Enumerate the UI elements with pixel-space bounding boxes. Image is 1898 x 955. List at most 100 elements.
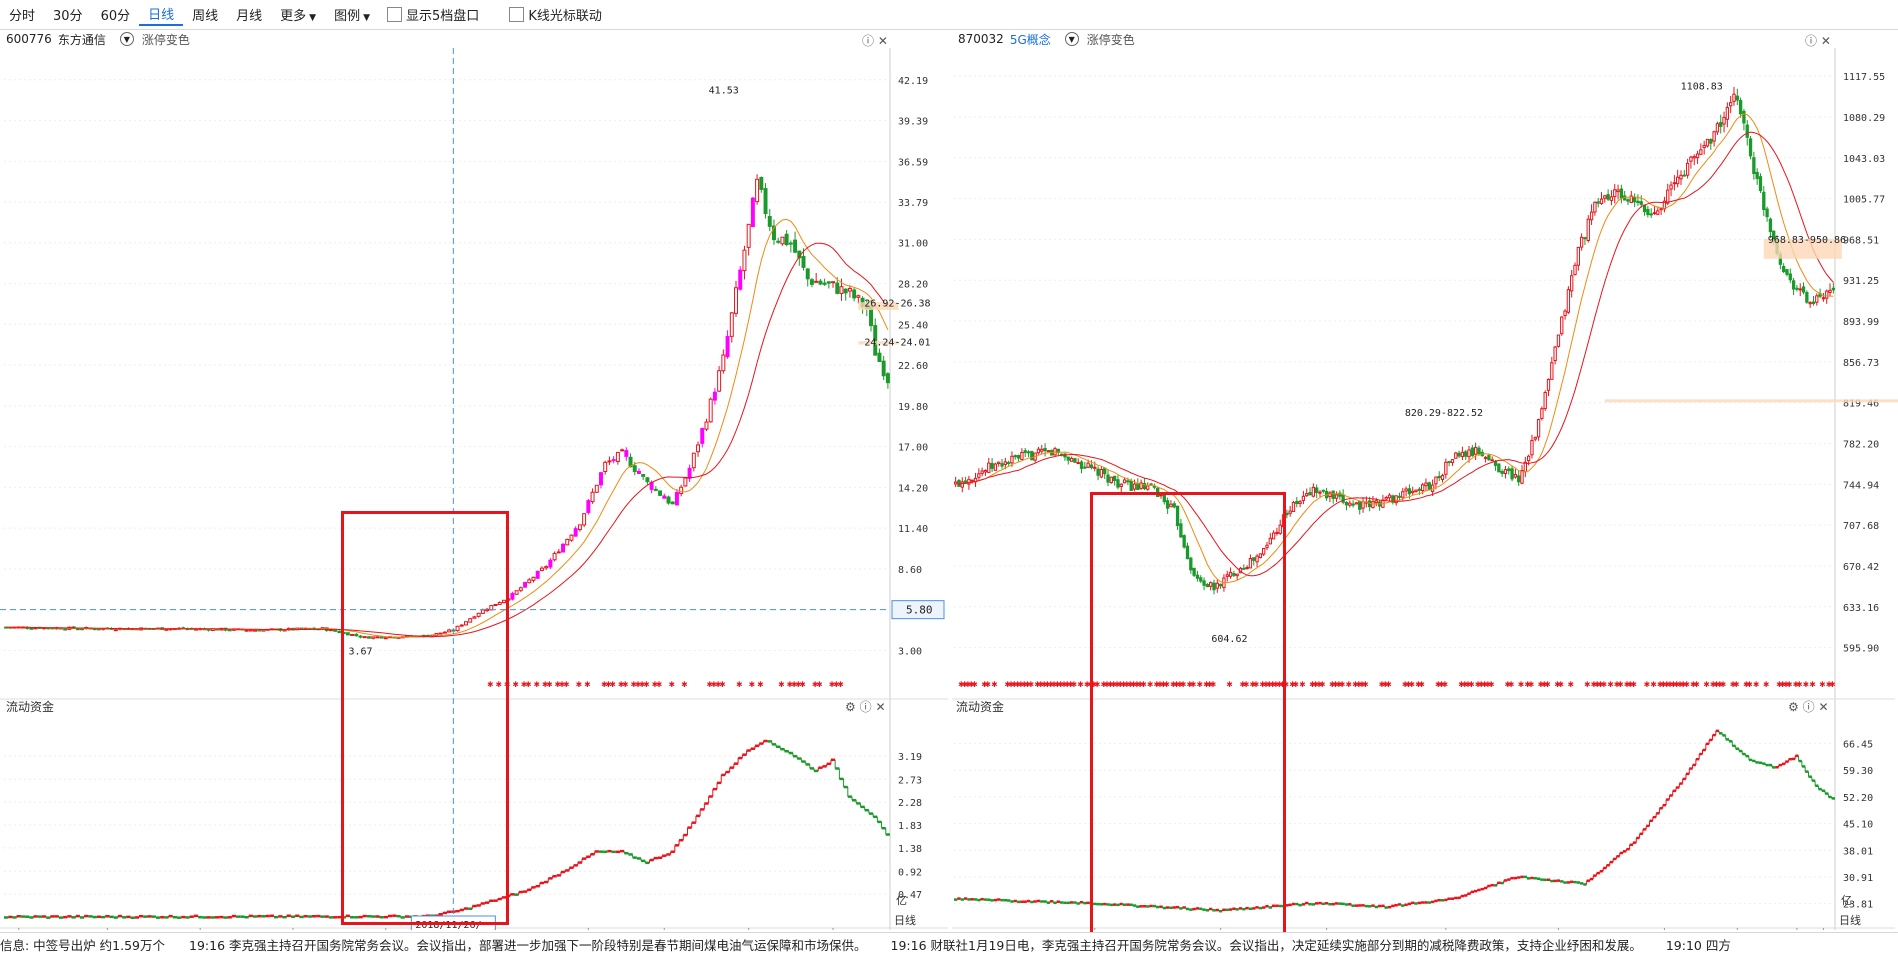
tab-60min[interactable]: 60分: [100, 9, 131, 24]
candle: [620, 449, 625, 452]
help-icon[interactable]: ⓘ: [859, 700, 872, 714]
signal-marker: ✱: [1253, 679, 1259, 690]
candle: [1550, 362, 1554, 380]
candle: [1295, 501, 1299, 505]
signal-marker: ✱: [707, 679, 713, 690]
dropdown-icon[interactable]: ▼: [1064, 32, 1079, 46]
signal-marker: ✱: [669, 679, 675, 690]
help-icon[interactable]: ⓘ: [862, 34, 875, 48]
candle: [1093, 466, 1097, 469]
tab-monthly[interactable]: 月线: [236, 9, 263, 24]
signal-marker: ✱: [1591, 679, 1597, 690]
signal-marker: ✱: [1601, 679, 1607, 690]
sub-y-tick-label: 0.47: [898, 890, 922, 901]
close-icon[interactable]: ✕: [1818, 700, 1829, 714]
settings-icon[interactable]: ⚙: [1788, 700, 1799, 714]
moving-average-line: [955, 131, 1834, 577]
candle: [383, 637, 388, 640]
candle: [839, 286, 844, 294]
signal-marker: ✱: [968, 679, 974, 690]
candle: [1715, 123, 1720, 133]
candle: [1725, 107, 1730, 120]
candle: [1318, 491, 1322, 494]
candle: [1136, 483, 1140, 491]
candle: [1407, 488, 1412, 495]
toolbar: 分时 30分 60分 日线 周线 月线 更多 ▼ 图例 ▼ 显示5档盘口 K线光标联…: [0, 0, 1898, 30]
candle: [1235, 573, 1239, 577]
candle: [1788, 273, 1792, 281]
settings-icon[interactable]: ⚙: [845, 700, 856, 714]
candle: [1242, 567, 1246, 570]
more-menu[interactable]: 更多 ▼: [271, 5, 325, 24]
signal-marker: ✱: [1091, 679, 1097, 690]
candle: [1262, 547, 1266, 555]
tab-30min[interactable]: 30分: [53, 9, 83, 24]
y-tick-label: 25.40: [898, 320, 928, 331]
candle: [565, 538, 570, 546]
sub-y-tick-label: 1.38: [898, 844, 922, 855]
signal-marker: ✱: [1409, 679, 1415, 690]
candle: [544, 566, 549, 569]
index-name[interactable]: 5G概念: [1009, 32, 1051, 47]
candle: [1719, 122, 1723, 127]
candle: [1298, 501, 1302, 504]
price-annotation: 820.29-822.52: [1405, 408, 1483, 419]
candle: [784, 233, 789, 246]
candle: [712, 391, 717, 401]
close-icon[interactable]: ✕: [877, 34, 888, 48]
limit-color-label[interactable]: 涨停变色: [141, 32, 190, 47]
signal-marker: ✱: [525, 679, 531, 690]
period-label: 日线: [1839, 913, 1861, 927]
ticker-msg-1[interactable]: 信息: 中签号出炉 约1.59万个: [0, 937, 165, 953]
candle: [1040, 448, 1044, 452]
candle: [1103, 467, 1107, 475]
signal-marker: ✱: [1614, 679, 1620, 690]
candle: [1199, 577, 1203, 582]
limit-color-label[interactable]: 涨停变色: [1086, 32, 1135, 47]
candle: [1500, 471, 1504, 474]
left-chart-svg[interactable]: 42.19 39.39 36.59 33.79 31.00 28.20 25.40 22.60…: [0, 30, 948, 930]
tab-fenshi[interactable]: 分时: [9, 9, 36, 24]
help-icon[interactable]: ⓘ: [1802, 700, 1815, 714]
signal-marker: ✱: [1793, 679, 1799, 690]
help-icon[interactable]: ⓘ: [1805, 34, 1818, 48]
sub-y-tick-label: 3.19: [898, 752, 922, 763]
signal-marker: ✱: [1250, 679, 1256, 690]
stock-name[interactable]: 东方通信: [57, 32, 106, 47]
candle: [1513, 474, 1518, 478]
ticker-msg-2[interactable]: 19:16 李克强主持召开国务院常务会议。会议指出，部署进一步加强下一阶段特别是…: [189, 937, 867, 953]
link-checkbox[interactable]: K线光标联动: [501, 5, 610, 24]
candle: [1387, 494, 1392, 499]
show5-checkbox[interactable]: 显示5档盘口: [379, 5, 487, 24]
right-main-icons: ⓘ ✕: [1805, 32, 1831, 49]
candle: [881, 360, 886, 377]
candle: [510, 593, 515, 600]
tab-weekly[interactable]: 周线: [192, 9, 219, 24]
candle: [662, 495, 667, 499]
caret-down-icon: ▼: [309, 13, 317, 23]
sub-y-tick-label: 38.01: [1843, 846, 1873, 857]
candle: [1536, 419, 1541, 438]
price-annotation: 968.83-950.86: [1768, 235, 1846, 246]
signal-marker: ✱: [757, 679, 763, 690]
right-chart-svg[interactable]: 1117.55 1080.29 1043.03 1005.77 968.51 931.25…: [952, 30, 1898, 930]
legend-menu[interactable]: 图例 ▼: [325, 5, 379, 24]
candle: [1434, 476, 1438, 485]
signal-marker: ✱: [1180, 679, 1186, 690]
candle: [1315, 487, 1319, 494]
candle: [653, 488, 658, 491]
signal-marker: ✱: [1717, 679, 1723, 690]
signal-marker: ✱: [622, 679, 628, 690]
signal-marker: ✱: [1670, 679, 1676, 690]
close-icon[interactable]: ✕: [1820, 34, 1831, 48]
candle: [341, 632, 346, 635]
close-icon[interactable]: ✕: [875, 700, 886, 714]
signal-marker: ✱: [513, 679, 519, 690]
tab-daily[interactable]: 日线: [139, 4, 184, 26]
ticker-msg-3[interactable]: 19:16 财联社1月19日电，李克强主持召开国务院常务会议。会议指出，决定延续…: [890, 937, 1642, 953]
more-label: 更多: [280, 9, 307, 24]
signal-marker: ✱: [1478, 679, 1484, 690]
candle: [523, 581, 528, 588]
dropdown-icon[interactable]: ▼: [119, 32, 134, 46]
signal-marker: ✱: [800, 679, 806, 690]
